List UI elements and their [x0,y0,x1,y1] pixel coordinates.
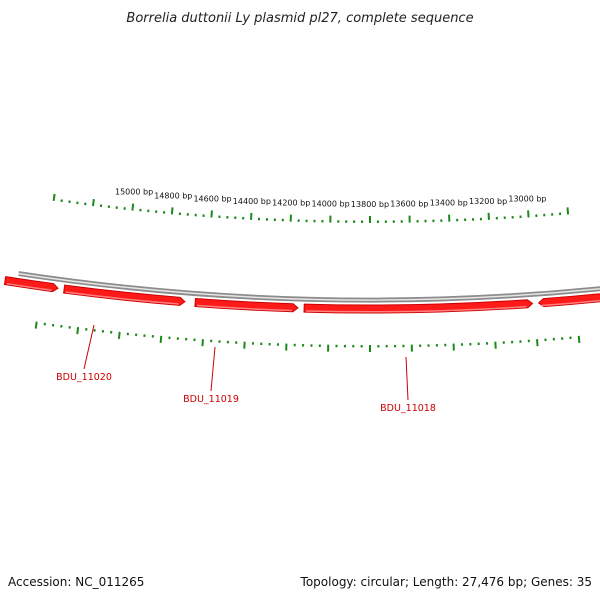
gene-track [3,276,600,314]
major-tick [131,203,135,211]
scale-label: 13600 bp [390,200,428,209]
scale-label: 13400 bp [430,199,468,208]
accession-text: Accession: NC_011265 [8,575,144,589]
scale-label: 14200 bp [272,199,310,208]
gene-label[interactable]: BDU_11018 [380,403,436,414]
scale-label: 13800 bp [351,200,389,209]
major-tick [34,321,38,329]
gene-arrow[interactable] [3,276,59,293]
major-tick [76,327,80,335]
scale-label: 14800 bp [154,191,192,200]
gene-arrow-bdu-11019[interactable] [194,297,299,313]
gene-labels: BDU_11020 BDU_11019 BDU_11018 [56,324,436,414]
gene-arrow-highlight [6,282,52,291]
scale-label: 13200 bp [469,197,507,206]
major-tick [577,335,581,343]
gene-leader-line [210,346,216,392]
plasmid-backbone-core [18,272,600,301]
gene-arrow[interactable] [537,289,600,308]
inner-tick-ring [34,321,581,352]
scale-label: 13000 bp [508,195,546,204]
gene-leader-line [405,356,409,401]
gene-label[interactable]: BDU_11020 [56,372,112,383]
gene-arrow-highlight [65,291,179,305]
gene-arrow-highlight [540,299,600,307]
gene-arrow-highlight [306,305,527,313]
major-tick [566,207,570,215]
map-title: Borrelia duttonii Ly plasmid pl27, compl… [126,11,473,26]
major-tick [159,335,163,343]
scale-labels: 15000 bp 14800 bp 14600 bp 14400 bp 14200 bp… [115,188,547,209]
major-tick [91,198,95,207]
major-tick [117,331,121,339]
scale-label: 15000 bp [115,188,153,197]
major-tick [170,207,174,215]
summary-text: Topology: circular; Length: 27,476 bp; G… [300,575,592,589]
major-tick [52,193,56,202]
gene-arrow-bdu-11020[interactable] [63,284,186,306]
gene-leader-line [83,324,95,370]
gene-label[interactable]: BDU_11019 [183,394,239,405]
scale-label: 14600 bp [193,195,231,204]
scale-label: 14000 bp [312,200,350,209]
gene-arrow-highlight [196,304,292,312]
outer-tick-ring [52,193,570,223]
scale-label: 14400 bp [233,197,271,206]
